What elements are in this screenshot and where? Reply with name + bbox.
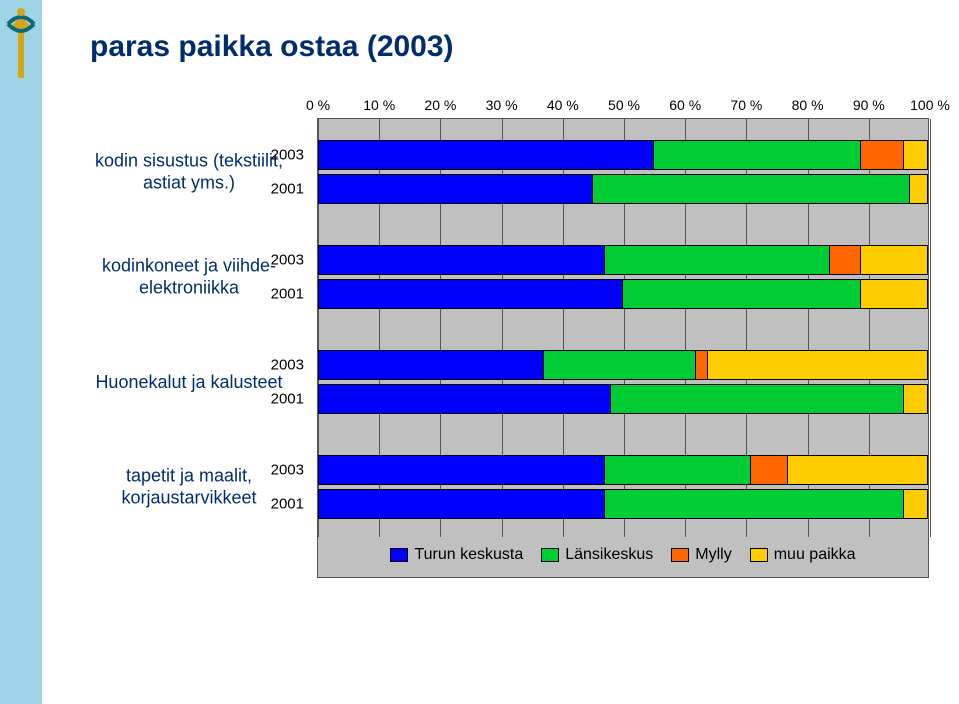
- bar-segments: [318, 279, 928, 309]
- legend-label: Mylly: [695, 546, 731, 564]
- bar-segment-lansi: [654, 140, 861, 170]
- bar-segments: [318, 245, 928, 275]
- bar-row: 2001: [318, 489, 928, 519]
- bar-segment-turun: [318, 455, 605, 485]
- bar-group: tapetit ja maalit, korjaustarvikkeet2003…: [318, 434, 928, 539]
- x-axis-tick-label: 80 %: [792, 97, 824, 113]
- bar-segment-muu: [910, 174, 928, 204]
- bar-segment-turun: [318, 140, 654, 170]
- row-year-label: 2003: [264, 356, 304, 373]
- bar-segment-turun: [318, 174, 593, 204]
- legend: Turun keskusta Länsikeskus Mylly muu paikka: [318, 541, 928, 569]
- x-axis-tick-label: 0 %: [306, 97, 330, 113]
- bar-segment-lansi: [544, 350, 697, 380]
- legend-item-muu: muu paikka: [750, 546, 856, 564]
- legend-item-turun: Turun keskusta: [390, 546, 523, 564]
- row-year-label: 2003: [264, 251, 304, 268]
- row-year-label: 2001: [264, 285, 304, 302]
- x-axis-tick-label: 100 %: [910, 97, 950, 113]
- x-axis-tick-label: 90 %: [853, 97, 885, 113]
- legend-swatch: [750, 548, 768, 562]
- legend-item-mylly: Mylly: [671, 546, 731, 564]
- bar-segment-muu: [904, 384, 928, 414]
- legend-label: muu paikka: [774, 546, 856, 564]
- bar-segment-lansi: [605, 489, 904, 519]
- bar-row: 2003: [318, 350, 928, 380]
- x-axis-tick-label: 70 %: [730, 97, 762, 113]
- bar-row: 2001: [318, 279, 928, 309]
- legend-swatch: [671, 548, 689, 562]
- row-year-label: 2001: [264, 180, 304, 197]
- bar-segment-mylly: [861, 140, 904, 170]
- bar-segments: [318, 489, 928, 519]
- bar-row: 2001: [318, 174, 928, 204]
- bar-segment-lansi: [593, 174, 910, 204]
- plot-region: 0 %10 %20 %30 %40 %50 %60 %70 %80 %90 %1…: [318, 119, 928, 537]
- grid-line: [930, 119, 931, 537]
- bar-segment-muu: [861, 245, 928, 275]
- row-year-label: 2003: [264, 146, 304, 163]
- x-axis-tick-label: 30 %: [486, 97, 518, 113]
- bar-segment-muu: [708, 350, 928, 380]
- bar-segments: [318, 174, 928, 204]
- logo-icon: [6, 4, 36, 84]
- bar-row: 2003: [318, 455, 928, 485]
- bar-segments: [318, 384, 928, 414]
- bar-row: 2001: [318, 384, 928, 414]
- bar-row: 2003: [318, 245, 928, 275]
- bar-segment-turun: [318, 489, 605, 519]
- bar-segments: [318, 140, 928, 170]
- legend-item-lansi: Länsikeskus: [541, 546, 653, 564]
- x-axis-tick-label: 20 %: [424, 97, 456, 113]
- bar-group: kodin sisustus (tekstiilit, astiat yms.)…: [318, 119, 928, 224]
- bar-group: kodinkoneet ja viihde-elektroniikka20032…: [318, 224, 928, 329]
- bar-segment-lansi: [605, 245, 831, 275]
- legend-label: Turun keskusta: [414, 546, 523, 564]
- row-year-label: 2003: [264, 461, 304, 478]
- row-year-label: 2001: [264, 495, 304, 512]
- bar-segment-mylly: [830, 245, 861, 275]
- x-axis-tick-label: 40 %: [547, 97, 579, 113]
- legend-swatch: [541, 548, 559, 562]
- bar-segments: [318, 455, 928, 485]
- legend-swatch: [390, 548, 408, 562]
- page-title: paras paikka ostaa (2003): [90, 30, 454, 64]
- row-year-label: 2001: [264, 390, 304, 407]
- bar-segments: [318, 350, 928, 380]
- legend-label: Länsikeskus: [565, 546, 653, 564]
- x-axis-tick-label: 10 %: [363, 97, 395, 113]
- bar-segment-turun: [318, 350, 544, 380]
- chart: 0 %10 %20 %30 %40 %50 %60 %70 %80 %90 %1…: [317, 118, 929, 578]
- sidebar: TuKKK: [0, 0, 42, 704]
- bar-segment-lansi: [605, 455, 751, 485]
- bar-segment-muu: [788, 455, 928, 485]
- x-axis-tick-label: 50 %: [608, 97, 640, 113]
- bar-group: Huonekalut ja kalusteet20032001: [318, 329, 928, 434]
- bar-row: 2003: [318, 140, 928, 170]
- bar-segment-muu: [904, 489, 928, 519]
- bar-segment-lansi: [611, 384, 904, 414]
- bar-segment-lansi: [623, 279, 861, 309]
- bar-segment-turun: [318, 245, 605, 275]
- bar-segment-turun: [318, 384, 611, 414]
- bar-segment-turun: [318, 279, 623, 309]
- bar-segment-muu: [861, 279, 928, 309]
- bar-segment-mylly: [751, 455, 788, 485]
- bar-segment-muu: [904, 140, 928, 170]
- logo-text: TuKKK: [0, 91, 61, 133]
- bar-segment-mylly: [696, 350, 708, 380]
- x-axis-labels: 0 %10 %20 %30 %40 %50 %60 %70 %80 %90 %1…: [318, 97, 928, 117]
- x-axis-tick-label: 60 %: [669, 97, 701, 113]
